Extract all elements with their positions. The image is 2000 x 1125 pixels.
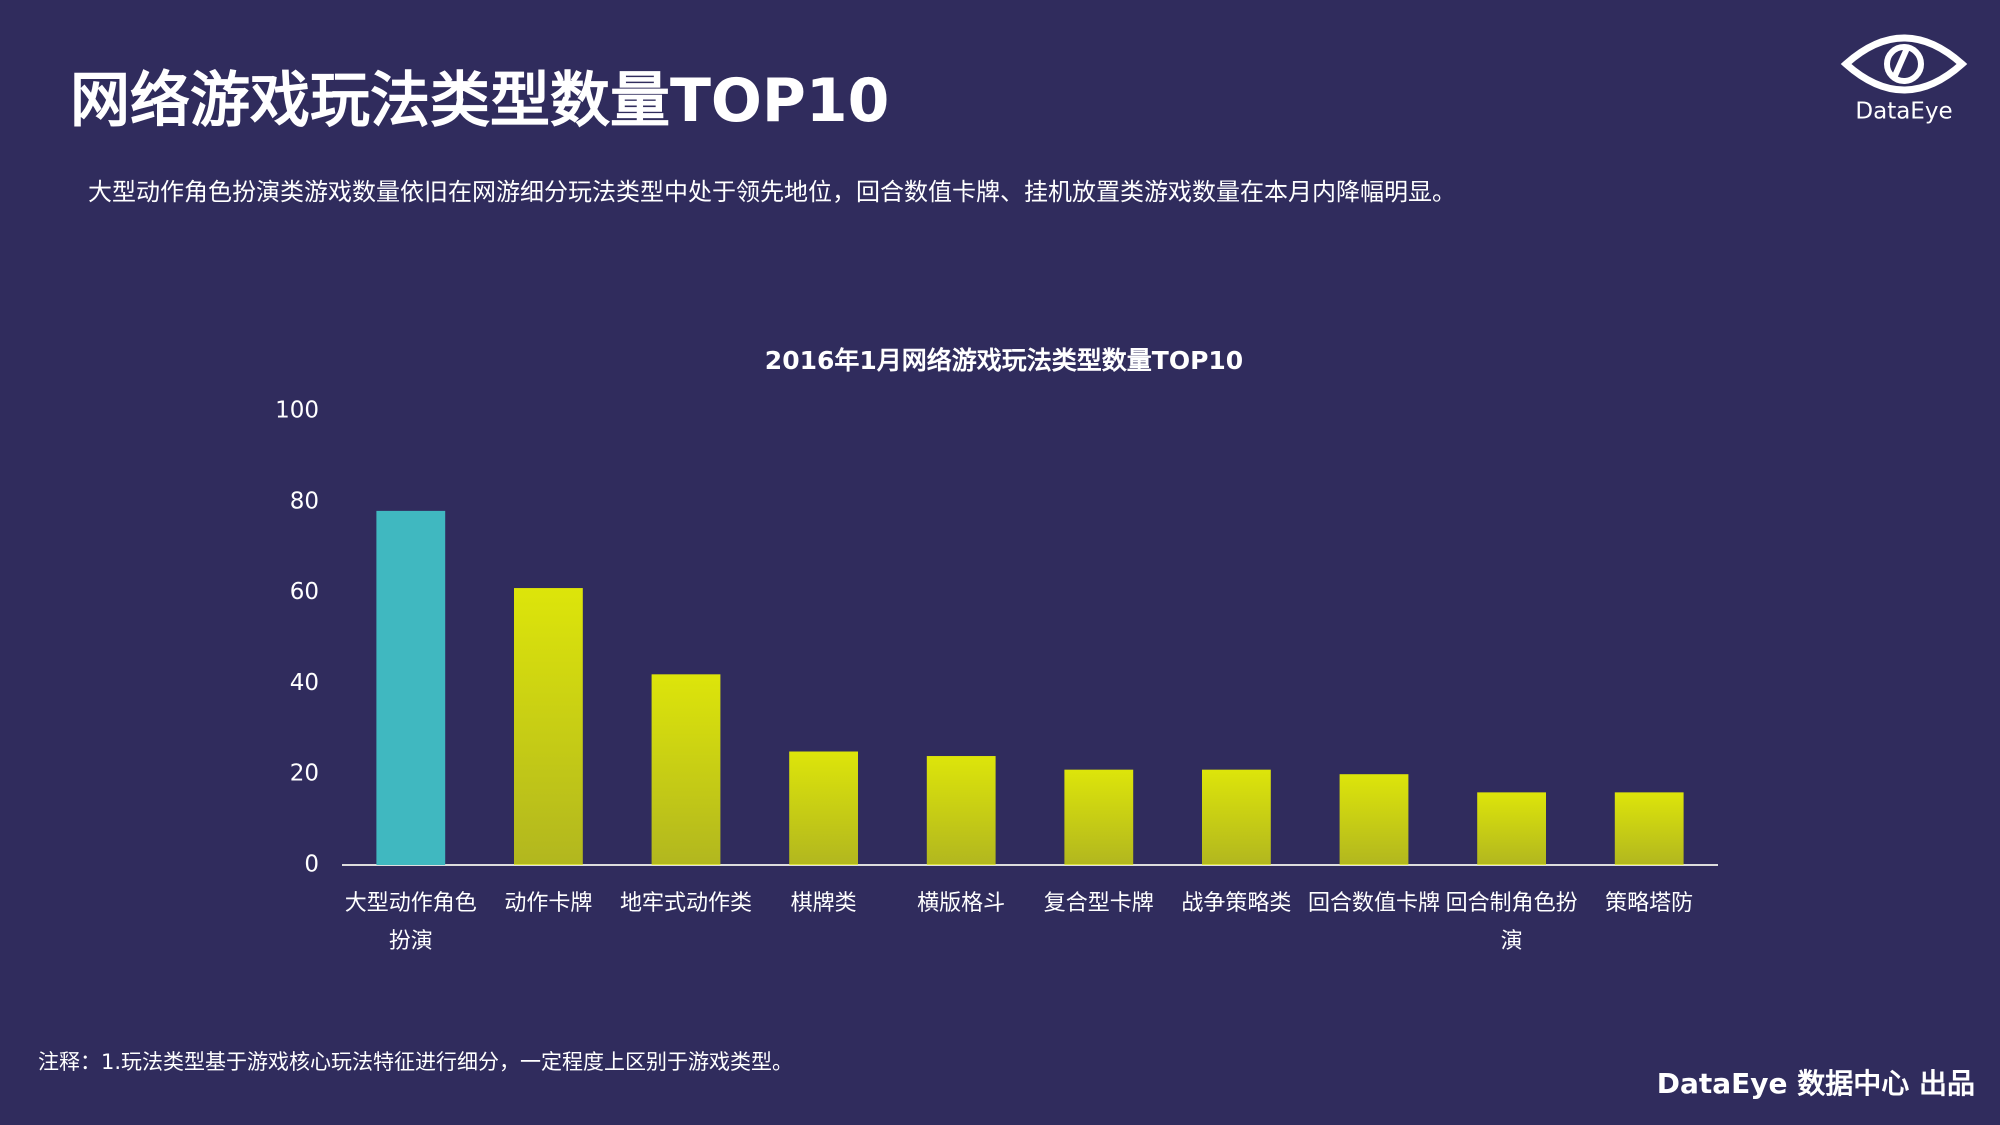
x-tick-label: 动作卡牌: [504, 891, 593, 916]
y-tick-label: 20: [290, 761, 319, 787]
bar: [1339, 774, 1409, 865]
bar: [651, 674, 721, 865]
x-tick-label: 战争策略类: [1181, 891, 1292, 916]
x-tick-label: 复合型卡牌: [1043, 891, 1154, 916]
x-tick-label: 棋牌类: [790, 891, 857, 916]
bar: [926, 756, 996, 865]
bar: [1614, 792, 1684, 865]
credit: DataEye 数据中心 出品: [1656, 1067, 1975, 1100]
bar: [1477, 792, 1546, 865]
page-title: 网络游戏玩法类型数量TOP10: [70, 66, 890, 136]
x-tick-label: 大型动作角色扮演: [344, 891, 477, 954]
y-tick-label: 100: [275, 398, 319, 424]
y-tick-label: 40: [290, 670, 319, 696]
note: 注释：1.玩法类型基于游戏核心玩法特征进行细分，一定程度上区别于游戏类型。: [38, 1050, 794, 1074]
x-tick-label: 回合制角色扮演: [1445, 891, 1578, 954]
bar: [376, 510, 446, 865]
logo-text: DataEye: [1855, 99, 1952, 125]
bar: [789, 751, 858, 865]
logo-icon: [1840, 34, 1968, 94]
x-tick-label: 回合数值卡牌: [1307, 891, 1440, 916]
y-tick-label: 0: [304, 852, 319, 878]
description: 大型动作角色扮演类游戏数量依旧在网游细分玩法类型中处于领先地位，回合数值卡牌、挂…: [88, 178, 1456, 206]
y-tick-label: 80: [290, 488, 319, 514]
y-tick-label: 60: [290, 579, 319, 605]
x-tick-label: 横版格斗: [917, 891, 1006, 916]
x-tick-label: 地牢式动作类: [619, 891, 752, 916]
bar: [1202, 769, 1271, 865]
bar: [1064, 769, 1134, 865]
bar: [514, 588, 583, 865]
chart-title: 2016年1月网络游戏玩法类型数量TOP10: [765, 346, 1243, 375]
x-tick-label: 策略塔防: [1605, 891, 1694, 916]
